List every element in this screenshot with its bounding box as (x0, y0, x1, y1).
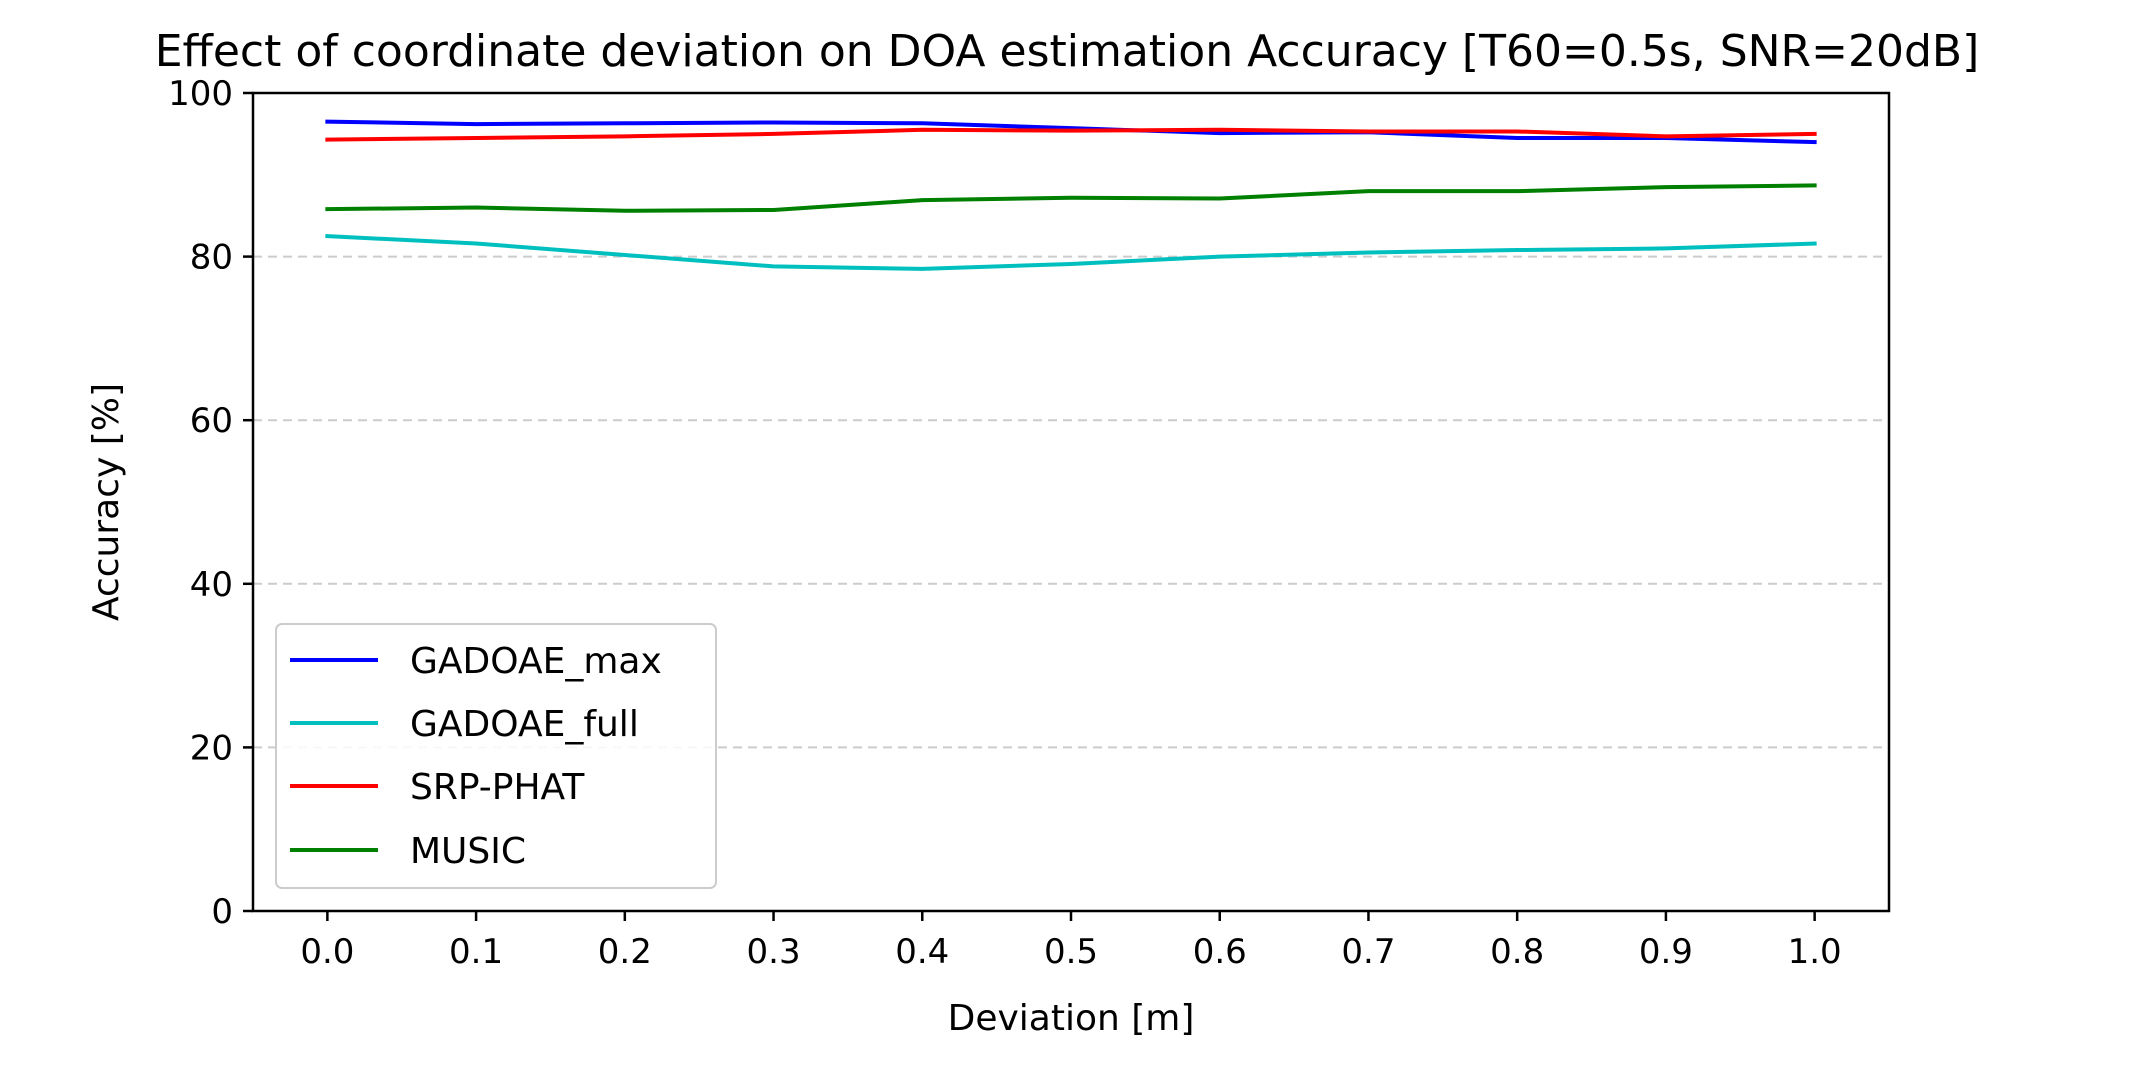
legend-box (275, 623, 717, 889)
y-tick-label: 100 (168, 74, 233, 114)
y-tick-label: 20 (190, 728, 233, 768)
x-tick-label: 0.3 (747, 932, 801, 972)
x-tick-label: 0.7 (1341, 932, 1395, 972)
series-line-music (325, 183, 1817, 213)
legend-label: SRP-PHAT (410, 767, 585, 808)
legend-label: GADOAE_full (410, 704, 639, 745)
x-tick-label: 0.8 (1490, 932, 1544, 972)
y-tick-label: 80 (190, 238, 233, 278)
legend-label: GADOAE_max (410, 641, 662, 682)
chart-title: Effect of coordinate deviation on DOA es… (155, 26, 1980, 77)
series-lines (325, 119, 1817, 271)
series-line-srp-phat (325, 127, 1817, 142)
x-tick-label: 1.0 (1788, 932, 1842, 972)
x-tick-label: 0.9 (1639, 932, 1693, 972)
y-axis-label: Accuracy [%] (86, 383, 127, 621)
x-tick-label: 0.4 (895, 932, 949, 972)
x-axis-ticks: 0.0 0.1 0.2 0.3 0.4 0.5 0.6 0.7 0.8 0.9 1.0 (300, 911, 1842, 972)
x-tick-label: 0.0 (300, 932, 354, 972)
y-tick-label: 0 (211, 892, 233, 932)
x-tick-label: 0.5 (1044, 932, 1098, 972)
x-tick-label: 0.2 (598, 932, 652, 972)
x-axis-label: Deviation [m] (948, 998, 1195, 1039)
legend: GADOAE_max GADOAE_full SRP-PHAT MUSIC (275, 623, 717, 889)
legend-label: MUSIC (410, 831, 526, 872)
y-tick-label: 60 (190, 401, 233, 441)
y-axis-ticks: 0 20 40 60 80 100 (168, 74, 253, 932)
series-line-gadoae-full (325, 234, 1817, 271)
series-line-gadoae-max (325, 119, 1817, 145)
x-tick-label: 0.6 (1193, 932, 1247, 972)
legend-items: GADOAE_max GADOAE_full SRP-PHAT MUSIC (290, 641, 662, 872)
y-tick-label: 40 (190, 565, 233, 605)
x-tick-label: 0.1 (449, 932, 503, 972)
